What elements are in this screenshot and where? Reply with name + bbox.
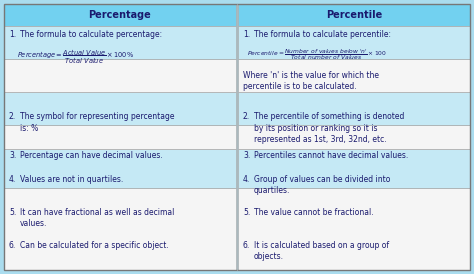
Text: The formula to calculate percentage:: The formula to calculate percentage: <box>20 30 162 39</box>
Text: The symbol for representing percentage
is: %: The symbol for representing percentage i… <box>20 112 174 133</box>
Text: Can be calculated for a specific object.: Can be calculated for a specific object. <box>20 241 169 250</box>
Bar <box>238 149 470 188</box>
Text: 2.: 2. <box>9 112 16 121</box>
Text: It can have fractional as well as decimal
values.: It can have fractional as well as decima… <box>20 208 174 228</box>
Bar <box>238 26 470 59</box>
Text: 1.: 1. <box>243 30 250 39</box>
Text: Percentiles cannot have decimal values.: Percentiles cannot have decimal values. <box>254 151 408 160</box>
Text: 4.: 4. <box>9 175 16 184</box>
Text: The value cannot be fractional.: The value cannot be fractional. <box>254 208 374 217</box>
Text: The percentile of something is denoted
by its position or ranking so it is
repre: The percentile of something is denoted b… <box>254 112 404 144</box>
Text: 1.: 1. <box>9 30 16 39</box>
Bar <box>238 4 470 26</box>
Text: $\mathit{Percentile} = \dfrac{\mathit{Number\ of\ values\ below\ 'n'}}{\mathit{T: $\mathit{Percentile} = \dfrac{\mathit{Nu… <box>247 47 387 62</box>
Bar <box>238 59 470 92</box>
Bar <box>4 188 236 270</box>
Text: Values are not in quartiles.: Values are not in quartiles. <box>20 175 123 184</box>
Text: 5.: 5. <box>9 208 16 217</box>
Bar <box>4 92 236 125</box>
Text: 3.: 3. <box>9 151 16 160</box>
Text: Percentage: Percentage <box>89 10 151 20</box>
Text: Percentile: Percentile <box>326 10 382 20</box>
Text: Percentage can have decimal values.: Percentage can have decimal values. <box>20 151 163 160</box>
Text: 3.: 3. <box>243 151 250 160</box>
Text: 6.: 6. <box>243 241 250 250</box>
Text: Where 'n' is the value for which the
percentile is to be calculated.: Where 'n' is the value for which the per… <box>243 71 379 91</box>
Text: 2.: 2. <box>243 112 250 121</box>
Bar <box>4 125 236 149</box>
Bar <box>4 26 236 59</box>
Text: 6.: 6. <box>9 241 16 250</box>
Text: $\mathit{Percentage} = \dfrac{\mathit{Actual\ Value}}{\mathit{Total\ Value}} \ti: $\mathit{Percentage} = \dfrac{\mathit{Ac… <box>17 47 134 65</box>
Bar <box>238 92 470 125</box>
Bar <box>238 125 470 149</box>
Text: It is calculated based on a group of
objects.: It is calculated based on a group of obj… <box>254 241 389 261</box>
Bar <box>4 59 236 92</box>
Text: Group of values can be divided into
quartiles.: Group of values can be divided into quar… <box>254 175 391 195</box>
Bar <box>4 149 236 188</box>
Text: 4.: 4. <box>243 175 250 184</box>
Bar <box>238 188 470 270</box>
Text: 5.: 5. <box>243 208 250 217</box>
Text: The formula to calculate percentile:: The formula to calculate percentile: <box>254 30 391 39</box>
Bar <box>4 4 236 26</box>
